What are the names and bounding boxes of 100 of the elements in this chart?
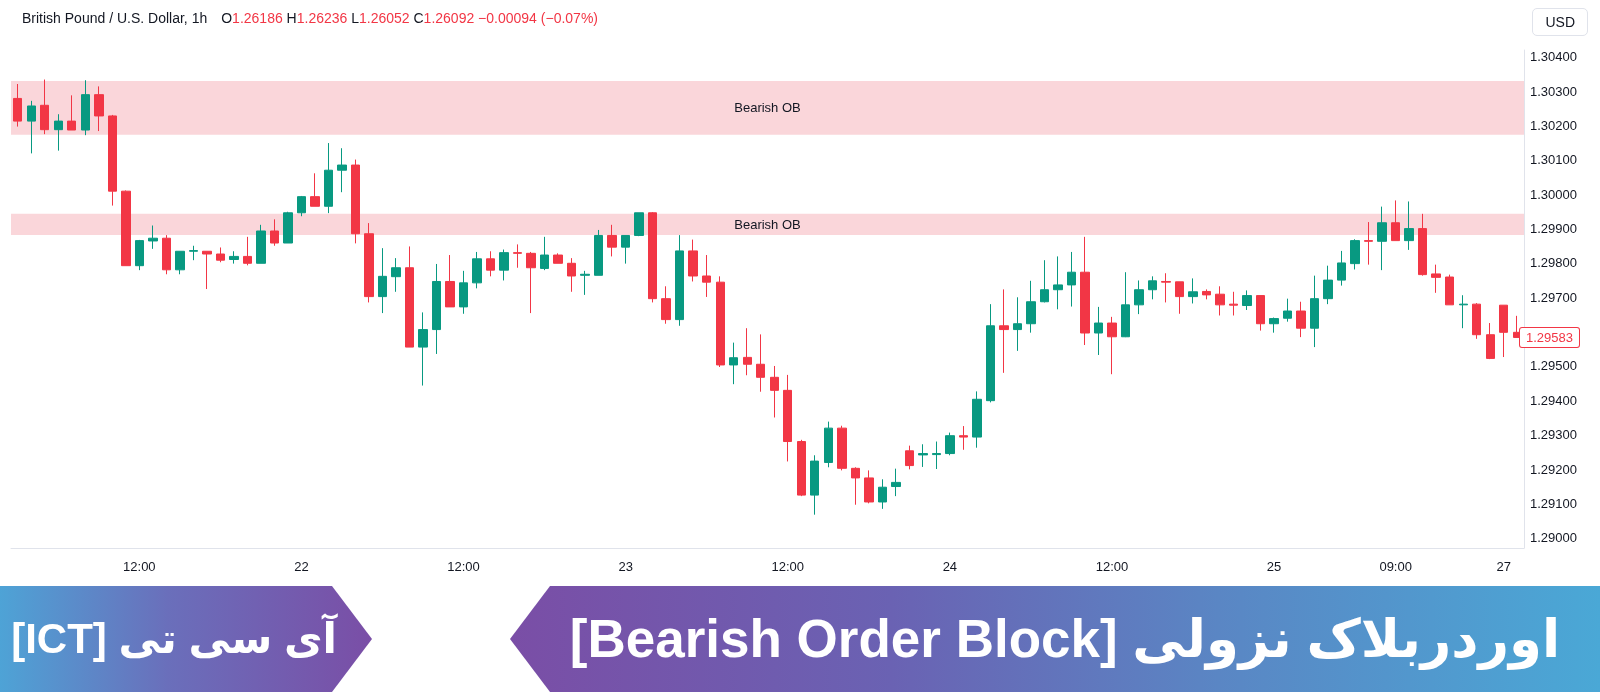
candlestick xyxy=(783,374,792,462)
candlestick xyxy=(364,222,374,303)
candlestick xyxy=(1323,265,1333,305)
candlestick xyxy=(810,454,819,516)
x-tick-label: 23 xyxy=(618,559,633,574)
candlestick xyxy=(1499,304,1508,358)
candlestick xyxy=(445,254,455,308)
candlestick xyxy=(634,212,644,237)
candlestick xyxy=(648,211,657,303)
candlestick xyxy=(1364,221,1373,266)
candlestick xyxy=(1431,264,1441,294)
candlestick xyxy=(189,245,198,261)
x-tick-label: 27 xyxy=(1496,559,1511,574)
candlestick xyxy=(1486,322,1495,360)
y-tick-label: 1.30100 xyxy=(1530,152,1577,168)
candlestick xyxy=(1445,274,1454,306)
candlestick xyxy=(999,288,1009,374)
text: O1.26186 H1.26236 L1.26052 C1.26092 −0.00094 (−0.07%) xyxy=(221,10,598,26)
candlestick xyxy=(1391,199,1400,242)
candlestick xyxy=(729,342,738,385)
candlestick xyxy=(878,478,887,510)
candlestick xyxy=(405,245,414,348)
candlestick xyxy=(270,218,279,247)
candlestick xyxy=(621,234,630,265)
candlestick xyxy=(472,251,482,289)
y-tick-label: 1.29200 xyxy=(1530,461,1577,477)
y-tick-label: 1.29400 xyxy=(1530,392,1577,408)
candlestick xyxy=(918,443,928,468)
candlestick xyxy=(1202,288,1211,300)
candlestick xyxy=(1053,255,1063,310)
candlestick xyxy=(675,234,684,327)
text: اوردربلاک نزولی [Bearish Order Block] xyxy=(569,608,1561,670)
candlestick xyxy=(1296,301,1306,338)
candlestick xyxy=(40,79,49,135)
candlestick xyxy=(175,250,185,275)
y-tick-label: 1.29500 xyxy=(1530,358,1577,374)
candlestick xyxy=(1283,298,1292,323)
candlestick xyxy=(81,79,90,136)
x-tick-label: 12:00 xyxy=(123,559,156,574)
candlestick xyxy=(297,195,306,217)
candlestick xyxy=(1134,279,1144,315)
candlestick xyxy=(1188,277,1198,304)
y-tick-label: 1.29300 xyxy=(1530,427,1577,443)
candlestick xyxy=(1026,280,1036,334)
candlestick xyxy=(837,425,847,471)
candlestick xyxy=(1472,302,1481,340)
candlestick xyxy=(418,311,428,387)
candlestick xyxy=(1121,271,1130,338)
candlestick xyxy=(67,94,76,131)
band-label: Bearish OB xyxy=(734,216,801,232)
candlestick xyxy=(1459,294,1468,329)
candlestick xyxy=(13,83,22,128)
candlestick xyxy=(1229,291,1238,316)
candlestick xyxy=(1310,275,1319,348)
band-label: Bearish OB xyxy=(734,100,801,116)
candlestick xyxy=(702,254,711,298)
candlestick xyxy=(351,159,360,244)
candlestick xyxy=(148,225,158,250)
candlestick xyxy=(607,224,617,257)
candlestick xyxy=(1269,317,1279,334)
candlestick xyxy=(256,224,266,264)
candlestick xyxy=(932,441,941,470)
candlestick xyxy=(1094,306,1103,356)
candlestick xyxy=(486,250,495,277)
candlestick xyxy=(108,114,117,207)
candlestick xyxy=(499,249,509,281)
candlestick xyxy=(432,263,441,355)
candlestick xyxy=(94,85,104,132)
y-tick-label: 1.30400 xyxy=(1530,49,1577,65)
candlestick xyxy=(1107,316,1117,375)
candlestick xyxy=(202,250,212,290)
candlestick xyxy=(27,100,36,154)
x-tick-label: 09:00 xyxy=(1379,559,1412,574)
candlestick xyxy=(594,229,603,276)
y-tick-label: 1.29700 xyxy=(1530,289,1577,305)
y-axis-title: USD xyxy=(1532,8,1588,36)
y-tick-label: 1.29800 xyxy=(1530,255,1577,271)
candlestick xyxy=(1215,285,1225,316)
y-tick-label: 1.29100 xyxy=(1530,495,1577,511)
candlestick xyxy=(121,189,131,267)
x-tick-label: 25 xyxy=(1266,559,1282,574)
candlestick xyxy=(135,239,144,271)
candlestick xyxy=(824,421,833,468)
candlestick xyxy=(716,275,725,368)
candlestick xyxy=(1161,272,1171,303)
candlestick xyxy=(756,333,765,393)
candlestick xyxy=(1040,259,1049,303)
x-tick-label: 22 xyxy=(294,559,309,574)
y-tick-label: 1.29900 xyxy=(1530,221,1577,237)
candlestick xyxy=(162,234,171,275)
candlestick xyxy=(972,390,982,449)
candlestick xyxy=(1242,289,1252,311)
x-tick-label: 12:00 xyxy=(447,559,480,574)
candlestick xyxy=(1404,200,1414,251)
candlestick xyxy=(243,236,252,266)
candlestick xyxy=(1067,251,1076,308)
candlestick xyxy=(959,425,968,451)
candlestick xyxy=(540,236,549,271)
candlestick xyxy=(513,243,522,269)
candlestick xyxy=(553,252,563,264)
